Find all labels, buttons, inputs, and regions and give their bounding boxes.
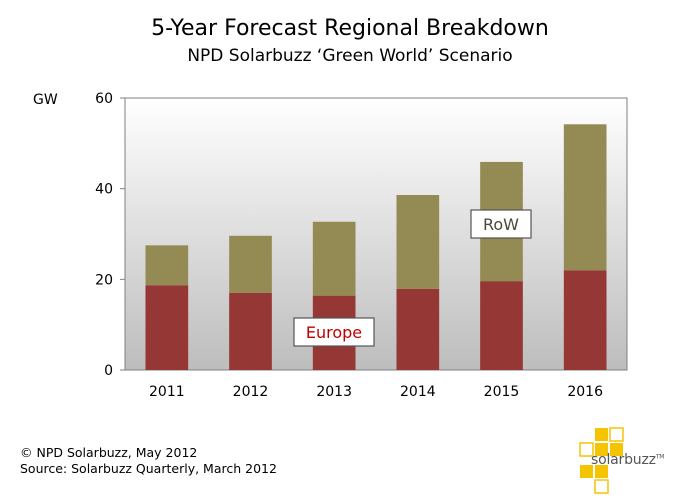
annotation-label-europe: Europe	[306, 323, 362, 342]
copyright-text: © NPD Solarbuzz, May 2012	[20, 445, 198, 460]
logo-square	[609, 427, 624, 442]
y-tick-label: 0	[104, 363, 113, 379]
bar-europe-2015	[480, 281, 523, 370]
logo-text: solarbuzzTM	[591, 452, 665, 468]
bar-row-2013	[312, 221, 356, 296]
bar-row-2011	[145, 245, 189, 286]
chart-subtitle: NPD Solarbuzz ‘Green World’ Scenario	[187, 46, 513, 66]
bar-europe-2012	[229, 292, 272, 370]
x-tick-label: 2012	[233, 384, 269, 400]
x-tick-label: 2016	[567, 384, 603, 400]
y-tick-label: 40	[95, 182, 113, 198]
bar-row-2016	[563, 124, 607, 271]
x-tick-label: 2011	[149, 384, 185, 400]
annotation-label-row: RoW	[483, 215, 519, 234]
annotation-box-row	[470, 209, 532, 239]
y-axis-label: GW	[33, 92, 58, 108]
bar-europe-2011	[145, 285, 189, 370]
logo-square	[595, 465, 608, 478]
bar-row-2014	[396, 195, 440, 289]
logo-square	[595, 428, 608, 441]
x-tick-label: 2014	[400, 384, 436, 400]
bar-europe-2016	[563, 270, 607, 370]
plot-area	[124, 97, 628, 371]
annotation-box-europe	[293, 317, 375, 347]
y-tick-label: 20	[95, 272, 113, 288]
logo-square	[594, 479, 609, 494]
chart-title: 5-Year Forecast Regional Breakdown	[151, 16, 549, 41]
solarbuzz-logo	[579, 427, 624, 494]
x-tick-label: 2013	[316, 384, 352, 400]
bar-europe-2014	[396, 288, 440, 370]
logo-square	[595, 443, 608, 456]
stacked-bar-chart: 0 20 40 60 2011 2012 2013 2014 2015 2016 GW Euro…	[33, 91, 628, 400]
bar-row-2012	[229, 235, 272, 293]
x-tick-label: 2015	[484, 384, 520, 400]
logo-square	[580, 465, 593, 478]
source-text: Source: Solarbuzz Quarterly, March 2012	[20, 461, 277, 476]
logo-square	[610, 443, 623, 456]
logo-square	[579, 442, 594, 457]
y-tick-label: 60	[95, 91, 113, 107]
